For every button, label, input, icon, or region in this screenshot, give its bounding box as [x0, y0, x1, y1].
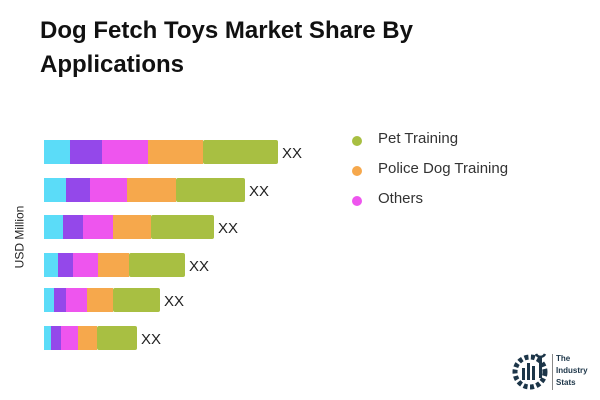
bar-segment — [176, 178, 245, 202]
bar-group: XX — [44, 326, 161, 350]
logo-text: The Industry Stats — [556, 354, 588, 387]
bar-segment — [51, 326, 61, 350]
bar-segment — [70, 140, 102, 164]
bar-segment — [83, 215, 113, 239]
bar-segment — [44, 288, 54, 312]
legend-swatch — [352, 196, 362, 206]
bar-segment — [203, 140, 278, 164]
bar-group: XX — [44, 288, 184, 312]
bar-group: XX — [44, 253, 209, 277]
bar-segment — [102, 140, 148, 164]
bar-segment — [90, 178, 127, 202]
bar-segment — [44, 140, 70, 164]
bar-segment — [148, 140, 203, 164]
data-label: XX — [141, 331, 161, 348]
bar-segment — [97, 326, 137, 350]
legend-swatch — [352, 166, 362, 176]
legend-label: Others — [378, 190, 424, 207]
bar-group: XX — [44, 178, 269, 202]
data-label: XX — [164, 293, 184, 310]
bar-segment — [44, 326, 51, 350]
bar-segment — [129, 253, 185, 277]
gear-chart-logo-icon — [512, 353, 548, 390]
bar-group: XX — [44, 215, 238, 239]
bar-segment — [127, 178, 176, 202]
legend-swatch — [352, 136, 362, 146]
bar-segment — [61, 326, 78, 350]
bar-segment — [54, 288, 66, 312]
bar-segment — [113, 288, 160, 312]
bar-segment — [66, 178, 90, 202]
bar-segment — [87, 288, 113, 312]
bar-segment — [73, 253, 98, 277]
data-label: XX — [189, 258, 209, 275]
logo: The Industry Stats — [512, 350, 600, 394]
bar-segment — [151, 215, 214, 239]
bar-segment — [44, 215, 63, 239]
chart-title: Dog Fetch Toys Market Share By Applicati… — [40, 17, 413, 78]
legend-label: Pet Training — [378, 130, 459, 147]
bar-segment — [113, 215, 151, 239]
bar-segment — [98, 253, 129, 277]
data-label: XX — [218, 220, 238, 237]
legend-label: Police Dog Training — [378, 160, 509, 177]
bar-segment — [58, 253, 73, 277]
data-label: XX — [249, 183, 269, 200]
bar-segment — [63, 215, 83, 239]
bar-segment — [44, 253, 58, 277]
bar-group: XX — [44, 140, 302, 164]
data-label: XX — [282, 145, 302, 162]
bar-segment — [44, 178, 66, 202]
bar-segment — [78, 326, 97, 350]
bar-segment — [66, 288, 87, 312]
